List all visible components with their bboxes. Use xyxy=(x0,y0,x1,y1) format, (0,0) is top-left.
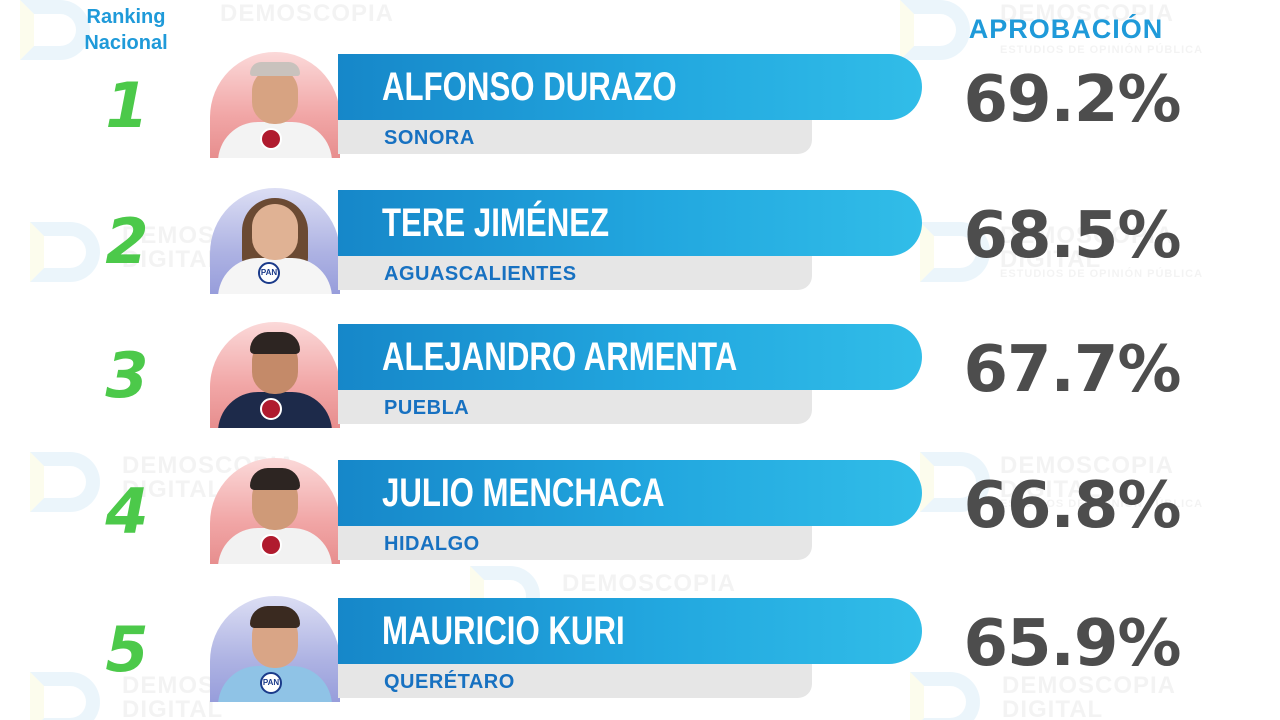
name-banner: ALEJANDRO ARMENTA xyxy=(338,324,922,390)
state-banner: SONORA xyxy=(338,120,812,154)
morena-badge-icon xyxy=(260,398,282,420)
state-banner: QUERÉTARO xyxy=(338,664,812,698)
approval-value: 65.9% xyxy=(963,607,1181,681)
governor-name: ALFONSO DURAZO xyxy=(382,65,677,109)
approval-value: 66.8% xyxy=(963,469,1181,543)
rank-number: 3 xyxy=(105,339,149,412)
state-name: QUERÉTARO xyxy=(384,671,515,693)
rank-number: 1 xyxy=(105,69,149,142)
photo-hair xyxy=(250,332,300,354)
state-name: SONORA xyxy=(384,127,475,149)
watermark-text: DEMOSCOPIA xyxy=(562,570,737,597)
morena-badge-icon xyxy=(260,128,282,150)
pan-badge-icon: PAN xyxy=(260,672,282,694)
approval-value: 69.2% xyxy=(963,63,1181,137)
governor-photo xyxy=(210,322,340,428)
name-banner: TERE JIMÉNEZ xyxy=(338,190,922,256)
state-banner: AGUASCALIENTES xyxy=(338,256,812,290)
ranking-row: 5 PAN MAURICIO KURI QUERÉTARO 65.9% xyxy=(0,596,1280,708)
governor-photo xyxy=(210,458,340,564)
name-banner: JULIO MENCHACA xyxy=(338,460,922,526)
ranking-row: 4 JULIO MENCHACA HIDALGO 66.8% xyxy=(0,458,1280,570)
governor-photo: PAN xyxy=(210,188,340,294)
approval-header: APROBACIÓN xyxy=(968,14,1164,44)
state-banner: PUEBLA xyxy=(338,390,812,424)
approval-value: 68.5% xyxy=(963,199,1181,273)
governor-name: MAURICIO KURI xyxy=(382,609,625,653)
photo-hair xyxy=(250,62,300,76)
state-name: PUEBLA xyxy=(384,397,470,419)
ranking-row: 2 PAN TERE JIMÉNEZ AGUASCALIENTES 68.5% xyxy=(0,188,1280,300)
governor-name: JULIO MENCHACA xyxy=(382,471,665,515)
name-banner: MAURICIO KURI xyxy=(338,598,922,664)
state-name: HIDALGO xyxy=(384,533,480,555)
rank-number: 2 xyxy=(105,205,149,278)
governor-photo xyxy=(210,52,340,158)
governor-photo: PAN xyxy=(210,596,340,702)
pan-badge-icon: PAN xyxy=(258,262,280,284)
ranking-row: 3 ALEJANDRO ARMENTA PUEBLA 67.7% xyxy=(0,322,1280,434)
ranking-header: Ranking Nacional xyxy=(84,6,168,54)
governor-name: TERE JIMÉNEZ xyxy=(382,201,610,245)
morena-badge-icon xyxy=(260,534,282,556)
watermark-text: DEMOSCOPIA xyxy=(220,0,395,27)
name-banner: ALFONSO DURAZO xyxy=(338,54,922,120)
rank-number: 4 xyxy=(105,475,149,548)
photo-head xyxy=(252,68,298,124)
rank-number: 5 xyxy=(105,613,149,686)
state-name: AGUASCALIENTES xyxy=(384,263,577,285)
photo-hair xyxy=(250,606,300,628)
state-banner: HIDALGO xyxy=(338,526,812,560)
governor-name: ALEJANDRO ARMENTA xyxy=(382,335,738,379)
photo-head xyxy=(252,204,298,260)
approval-value: 67.7% xyxy=(963,333,1181,407)
photo-hair xyxy=(250,468,300,490)
ranking-row: 1 ALFONSO DURAZO SONORA 69.2% xyxy=(0,52,1280,164)
